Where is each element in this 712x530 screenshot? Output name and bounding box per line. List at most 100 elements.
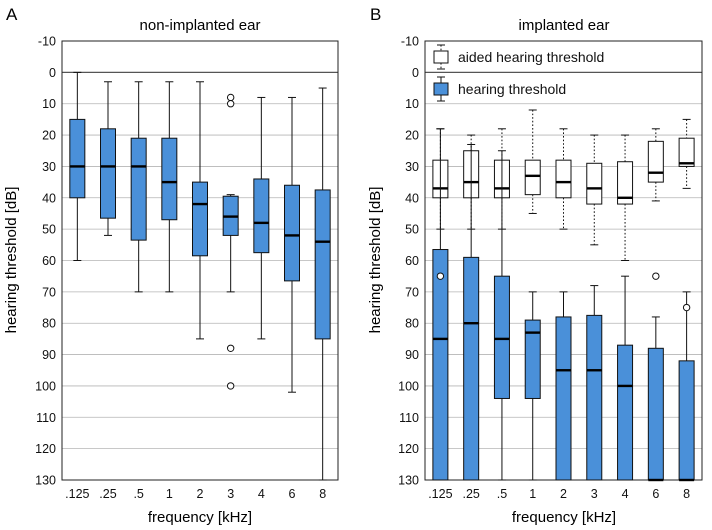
box-iqr — [617, 344, 634, 481]
legend-swatch — [433, 50, 449, 64]
panel-a-y-tick-label: 50 — [42, 223, 56, 237]
panel-a-y-tick-label: 110 — [36, 411, 56, 425]
panel-a-y-tick-label: -10 — [38, 35, 56, 49]
box-iqr — [253, 178, 270, 254]
box-iqr — [432, 249, 449, 481]
panel-b-y-tick-label: 130 — [398, 474, 419, 488]
box-iqr — [555, 316, 572, 481]
panel-b-threshold-box-2 — [493, 150, 510, 481]
panel-a-x-tick-label: 2 — [197, 487, 204, 501]
legend-swatch — [433, 82, 449, 96]
panel-b-x-tick-label: .5 — [497, 487, 507, 501]
panel-a-threshold-box-0 — [69, 71, 86, 261]
box-iqr — [555, 159, 572, 199]
outlier-point — [226, 100, 235, 108]
panel-b-aided-box-3 — [524, 109, 541, 214]
panel-b-x-tick-label: 3 — [591, 487, 598, 501]
outlier-point — [436, 272, 445, 280]
panel-a-y-tick-label: 20 — [42, 129, 56, 143]
outlier-point — [226, 382, 235, 390]
box-iqr — [524, 159, 541, 196]
legend-item-aided-hearing-threshold: aided hearing threshold — [433, 44, 604, 70]
box-iqr — [130, 137, 147, 241]
panel-a-y-tick-label: 80 — [42, 317, 56, 331]
panel-b-aided-box-4 — [555, 128, 572, 230]
panel-a-y-tick-label: 130 — [35, 474, 56, 488]
panel-a-y-tick-label: 100 — [35, 379, 56, 393]
panel-b-y-tick-label: 50 — [405, 223, 419, 237]
panel-b-x-tick-label: 6 — [652, 487, 659, 501]
outlier-point — [226, 344, 235, 352]
panel-a-threshold-box-2 — [130, 81, 147, 293]
panel-b-x-tick-label: .25 — [462, 487, 479, 501]
panel-b-y-tick-label: 30 — [405, 160, 419, 174]
panel-b-aided-box-5 — [586, 134, 603, 246]
box-iqr — [284, 184, 300, 282]
panel-a-x-tick-label: .25 — [99, 487, 116, 501]
box-iqr — [100, 128, 116, 219]
panel-b-x-tick-label: 4 — [622, 487, 629, 501]
panel-b-y-tick-label: 0 — [412, 66, 419, 80]
panel-b-threshold-box-4 — [555, 291, 572, 481]
panel-b-y-tick-label: 100 — [398, 379, 419, 393]
box-iqr — [192, 181, 208, 257]
panel-b-x-tick-label: .125 — [428, 487, 452, 501]
box-iqr — [647, 347, 664, 481]
panel-a-x-tick-label: 1 — [166, 487, 173, 501]
box-iqr — [647, 140, 664, 183]
panel-a-y-tick-label: 40 — [42, 191, 56, 205]
panel-a-y-tick-label: 30 — [42, 160, 56, 174]
outlier-point — [652, 272, 660, 280]
panel-a-threshold-box-4 — [192, 81, 208, 340]
box-iqr — [161, 137, 178, 221]
legend-label: hearing threshold — [458, 81, 566, 97]
panel-a-y-tick-label: 60 — [42, 254, 56, 268]
panel-b-y-tick-label: 120 — [398, 442, 419, 456]
panel-a-x-tick-label: 8 — [319, 487, 326, 501]
panel-a-threshold-box-7 — [284, 96, 300, 393]
box-iqr — [678, 137, 695, 167]
panel-a-y-tick-label: 0 — [49, 66, 56, 80]
panel-b-y-tick-label: 10 — [405, 97, 419, 111]
panel-b-x-tick-label: 2 — [560, 487, 567, 501]
panel-a-x-tick-label: .125 — [65, 487, 89, 501]
panel-a-x-tick-label: 3 — [227, 487, 234, 501]
panel-a-x-tick-label: 4 — [258, 487, 265, 501]
panel-b-implanted-ear: B implanted ear frequency [kHz] hearing … — [367, 5, 703, 526]
panel-b-threshold-box-5 — [586, 285, 603, 481]
panel-b-threshold-box-8 — [678, 291, 695, 482]
panel-a-threshold-box-6 — [253, 96, 270, 340]
legend-label: aided hearing threshold — [458, 49, 604, 65]
panel-b-threshold-box-3 — [524, 291, 541, 481]
panel-b-y-axis-label: hearing threshold [dB] — [367, 187, 384, 334]
panel-b-title: implanted ear — [519, 17, 610, 34]
outlier-point — [226, 93, 235, 102]
panel-b-threshold-box-0 — [432, 128, 449, 481]
panel-a-threshold-box-1 — [100, 81, 116, 236]
box-iqr — [314, 189, 331, 340]
panel-b-y-tick-label: 80 — [405, 317, 419, 331]
panel-a-non-implanted-ear: A non-implanted ear frequency [kHz] hear… — [3, 5, 339, 526]
panel-a-threshold-box-5 — [222, 93, 239, 390]
panel-b-x-tick-label: 8 — [683, 487, 690, 501]
panel-a-label: A — [6, 5, 18, 24]
box-iqr — [69, 118, 86, 199]
panel-b-threshold-box-7 — [647, 272, 664, 482]
panel-a-title: non-implanted ear — [140, 17, 261, 34]
panel-b-x-axis-label: frequency [kHz] — [512, 509, 616, 526]
panel-b-aided-box-8 — [678, 118, 695, 189]
outlier-point — [682, 303, 691, 312]
panel-a-x-axis-label: frequency [kHz] — [148, 509, 252, 526]
box-iqr — [463, 256, 480, 481]
panel-a-threshold-box-8 — [314, 87, 331, 481]
box-iqr — [586, 314, 603, 481]
panel-b-aided-box-6 — [617, 134, 634, 261]
panel-b-threshold-box-1 — [463, 143, 480, 481]
panel-a-y-axis-label: hearing threshold [dB] — [3, 187, 20, 334]
panel-b-y-tick-label: 20 — [405, 129, 419, 143]
box-iqr — [524, 319, 541, 399]
panel-b-x-tick-label: 1 — [529, 487, 536, 501]
box-iqr — [586, 162, 603, 205]
legend-item-hearing-threshold: hearing threshold — [433, 76, 566, 102]
